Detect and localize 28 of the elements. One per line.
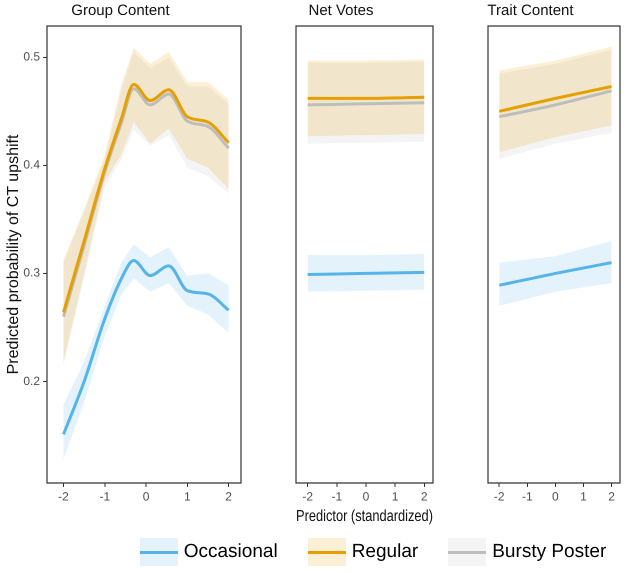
x-axis-title: Predictor (standardized) bbox=[296, 508, 433, 526]
x-tick-label: 0 bbox=[362, 490, 370, 504]
x-tick-label: -1 bbox=[99, 490, 110, 504]
x-tick-label: 1 bbox=[392, 490, 399, 504]
legend-label: Bursty Poster bbox=[492, 541, 606, 563]
y-axis-title: Predicted probability of CT upshift bbox=[5, 134, 22, 374]
x-tick-label: -2 bbox=[494, 490, 505, 504]
x-tick-label: 0 bbox=[552, 490, 560, 504]
x-tick-label: -1 bbox=[331, 490, 342, 504]
y-tick-label: 0.4 bbox=[23, 158, 40, 172]
legend-label: Regular bbox=[352, 541, 418, 563]
x-tick-label: 0 bbox=[142, 490, 150, 504]
chart-title: Group Content bbox=[71, 2, 171, 20]
chart-title: Net Votes bbox=[308, 2, 374, 20]
legend-label: Occasional bbox=[184, 541, 278, 563]
x-tick-label: 1 bbox=[184, 490, 191, 504]
x-tick-label: -1 bbox=[522, 490, 533, 504]
y-tick-label: 0.5 bbox=[23, 50, 40, 64]
x-tick-label: -2 bbox=[302, 490, 314, 504]
x-tick-label: 2 bbox=[608, 490, 616, 504]
y-tick-label: 0.2 bbox=[23, 374, 40, 388]
chart-title: Trait Content bbox=[487, 2, 574, 20]
x-tick-label: 1 bbox=[580, 490, 588, 504]
line-series bbox=[62, 258, 230, 436]
x-tick-label: 2 bbox=[420, 490, 428, 504]
y-tick-label: 0.3 bbox=[23, 266, 40, 280]
x-tick-label: -2 bbox=[58, 490, 70, 504]
x-tick-label: 2 bbox=[225, 490, 232, 504]
